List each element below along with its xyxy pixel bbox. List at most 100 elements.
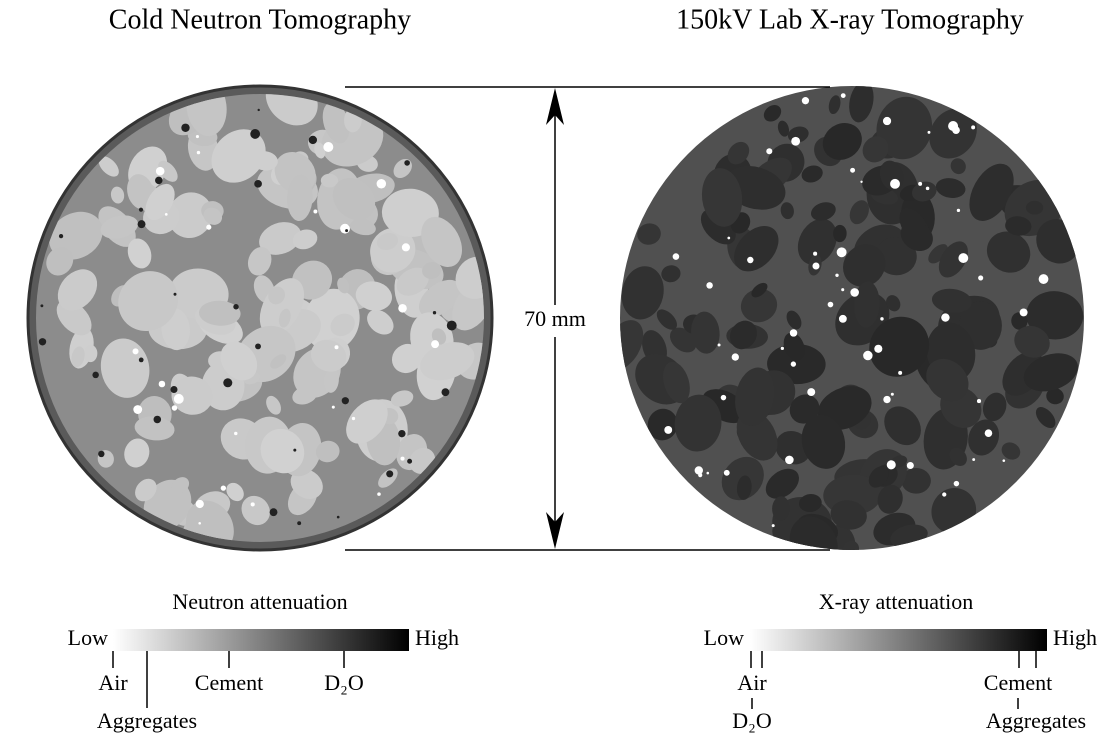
panel-title: Cold Neutron Tomography bbox=[109, 4, 411, 35]
texture-grain bbox=[926, 187, 930, 191]
texture-grain bbox=[172, 405, 177, 410]
texture-grain bbox=[309, 136, 317, 144]
texture-grain bbox=[828, 302, 834, 308]
texture-grain bbox=[250, 129, 260, 139]
texture-grain bbox=[727, 237, 730, 240]
colorbar bbox=[113, 629, 409, 651]
texture-grain bbox=[841, 288, 844, 291]
texture-grain bbox=[948, 121, 958, 131]
texture-grain bbox=[863, 351, 872, 360]
texture-grain bbox=[664, 426, 672, 434]
marker-label: Aggregates bbox=[97, 708, 197, 733]
texture-grain bbox=[345, 229, 348, 232]
texture-grain bbox=[772, 524, 775, 527]
texture-grain bbox=[971, 125, 975, 129]
texture-grain bbox=[732, 353, 739, 360]
marker-label: Cement bbox=[195, 670, 263, 695]
marker-label: Cement bbox=[984, 670, 1052, 695]
texture-grain bbox=[673, 253, 680, 260]
texture-grain bbox=[98, 451, 104, 457]
texture-grain bbox=[1039, 274, 1049, 284]
texture-grain bbox=[698, 473, 702, 477]
texture-grain bbox=[977, 399, 981, 403]
texture-grain bbox=[841, 93, 846, 98]
texture-grain bbox=[313, 210, 317, 214]
texture-grain bbox=[907, 462, 914, 469]
texture-grain bbox=[138, 220, 146, 228]
texture-grain bbox=[234, 432, 237, 435]
texture-grain bbox=[197, 151, 200, 154]
texture-grain bbox=[174, 394, 184, 404]
texture-grain bbox=[785, 456, 794, 465]
texture-grain bbox=[386, 470, 393, 477]
texture-grain bbox=[233, 304, 238, 309]
texture-grain bbox=[342, 397, 349, 404]
texture-grain bbox=[407, 459, 412, 464]
scale-label: 70 mm bbox=[524, 306, 586, 331]
texture-grain bbox=[139, 357, 144, 362]
texture-grain bbox=[221, 485, 226, 490]
colorbar-high: High bbox=[415, 625, 459, 650]
texture-grain bbox=[165, 213, 168, 216]
texture-grain bbox=[985, 429, 993, 437]
texture-grain bbox=[791, 137, 800, 146]
texture-grain bbox=[954, 481, 959, 486]
colorbar bbox=[750, 629, 1047, 651]
texture-grain bbox=[155, 177, 162, 184]
texture-grain bbox=[198, 522, 201, 525]
texture-grain bbox=[251, 502, 255, 506]
texture-grain bbox=[196, 500, 204, 508]
texture-grain bbox=[258, 109, 260, 111]
colorbar-low: Low bbox=[704, 625, 744, 650]
texture-grain bbox=[972, 458, 975, 461]
texture-grain bbox=[398, 430, 405, 437]
texture-grain bbox=[957, 209, 960, 212]
texture-grain bbox=[170, 386, 177, 393]
colorbar-low: Low bbox=[68, 625, 108, 650]
marker-label: Air bbox=[737, 670, 767, 695]
texture-grain bbox=[898, 371, 902, 375]
texture-grain bbox=[706, 472, 709, 475]
texture-grain bbox=[813, 252, 817, 256]
texture-grain bbox=[159, 381, 166, 388]
texture-grain bbox=[293, 449, 296, 452]
colorbar-title: Neutron attenuation bbox=[172, 589, 347, 614]
texture-grain bbox=[377, 492, 381, 496]
texture-grain bbox=[883, 117, 891, 125]
texture-grain bbox=[891, 393, 894, 396]
marker-label: D₂O bbox=[324, 670, 363, 695]
marker-label: Aggregates bbox=[986, 708, 1086, 733]
texture-grain bbox=[790, 329, 797, 336]
texture-grain bbox=[332, 406, 335, 409]
texture-grain bbox=[766, 148, 772, 154]
texture-grain bbox=[377, 179, 386, 188]
texture-grain bbox=[447, 321, 457, 331]
texture-grain bbox=[297, 521, 301, 525]
texture-grain bbox=[323, 142, 333, 152]
texture-grain bbox=[40, 304, 43, 307]
texture-grain bbox=[807, 388, 815, 396]
texture-grain bbox=[206, 225, 211, 230]
texture-grain bbox=[706, 282, 713, 289]
texture-grain bbox=[156, 167, 165, 176]
texture-grain bbox=[860, 181, 862, 183]
texture-grain bbox=[978, 275, 983, 280]
texture-grain bbox=[724, 470, 730, 476]
texture-grain bbox=[154, 416, 162, 424]
texture-grain bbox=[812, 262, 819, 269]
texture-grain bbox=[133, 405, 142, 414]
texture-grain bbox=[335, 345, 339, 349]
texture-grain bbox=[942, 492, 946, 496]
texture-grain bbox=[941, 313, 949, 321]
texture-grain bbox=[39, 338, 46, 345]
texture-grain bbox=[883, 396, 890, 403]
marker-label: Air bbox=[98, 670, 128, 695]
texture-grain bbox=[340, 224, 350, 234]
texture-grain bbox=[431, 340, 439, 348]
texture-grain bbox=[874, 345, 882, 353]
texture-grain bbox=[196, 135, 199, 138]
texture-grain bbox=[802, 97, 809, 104]
texture-grain bbox=[835, 274, 838, 277]
colorbar-title: X-ray attenuation bbox=[819, 589, 974, 614]
texture-grain bbox=[223, 378, 232, 387]
